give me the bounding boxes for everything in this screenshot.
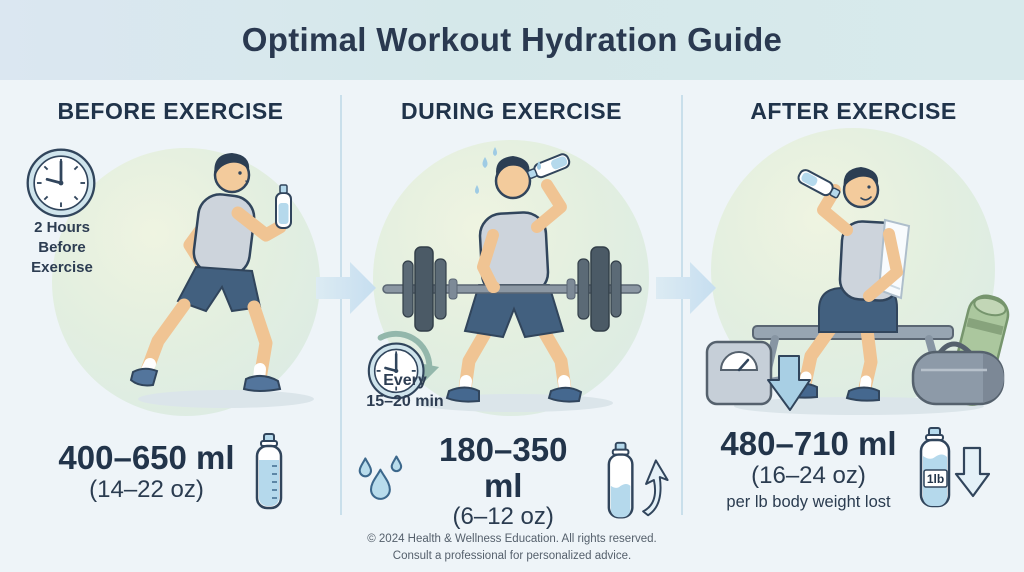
footer: © 2024 Health & Wellness Education. All … [0, 531, 1024, 566]
panel-during-exercise: DURING EXERCISE [341, 80, 682, 572]
weightlifter-illustration [382, 147, 642, 412]
footer-disclaimer: Consult a professional for personalized … [392, 549, 632, 562]
resting-figure-illustration [705, 167, 1010, 415]
panel-divider [681, 95, 683, 515]
water-bottle-icon [255, 433, 282, 510]
panel-during-header: DURING EXERCISE [401, 98, 622, 124]
panel-after-exercise: AFTER EXERCISE [683, 80, 1024, 572]
title-banner: Optimal Workout Hydration Guide [0, 0, 1024, 80]
interval-clock-icon [367, 330, 440, 400]
arrow-right-icon [656, 262, 716, 314]
panel-before-header: BEFORE EXERCISE [57, 98, 284, 124]
during-amount-ml: 180–350 ml [438, 431, 568, 504]
after-amount-ml: 480–710 ml [720, 425, 897, 462]
panel-divider [340, 95, 342, 515]
duffel-bag-icon [911, 341, 1005, 406]
bottle-up-arrow-icon [608, 442, 670, 519]
weight-scale-icon [705, 340, 773, 406]
water-droplets-icon [358, 455, 403, 501]
footer-copyright: © 2024 Health & Wellness Education. All … [367, 532, 657, 545]
runner-illustration [129, 153, 314, 408]
during-amount-text: 180–350 ml (6–12 oz) [417, 432, 590, 531]
arrow-right-icon [316, 262, 376, 314]
bottle-down-arrow-icon: 1lb [919, 427, 990, 508]
before-amount-text: 400–650 ml (14–22 oz) [58, 440, 234, 503]
bottle-1lb-label: 1lb [926, 472, 943, 486]
during-amount-row: 180–350 ml (6–12 oz) [355, 432, 671, 531]
before-amount-oz: (14–22 oz) [89, 476, 204, 504]
clock-icon [26, 148, 96, 218]
after-amount-row: 480–710 ml (16–24 oz) per lb body weight… [699, 426, 1011, 512]
timing-label-during: Every 15–20 min [366, 372, 444, 411]
after-amount-oz: (16–24 oz) [751, 461, 866, 489]
weight-loss-arrow-icon [767, 355, 811, 411]
panel-before-exercise: BEFORE EXERCISE 2 Hours Before Exercise [0, 80, 341, 572]
background-circle [52, 148, 320, 416]
during-amount-oz: (6–12 oz) [452, 503, 554, 531]
timing-label-before: 2 Hours Before Exercise [31, 219, 93, 276]
before-amount-row: 400–650 ml (14–22 oz) [34, 432, 314, 512]
after-amount-note: per lb body weight lost [726, 493, 891, 512]
panel-after-header: AFTER EXERCISE [750, 98, 957, 124]
page-title: Optimal Workout Hydration Guide [241, 21, 783, 58]
after-amount-text: 480–710 ml (16–24 oz) per lb body weight… [720, 426, 896, 512]
before-amount-ml: 400–650 ml [58, 439, 235, 477]
